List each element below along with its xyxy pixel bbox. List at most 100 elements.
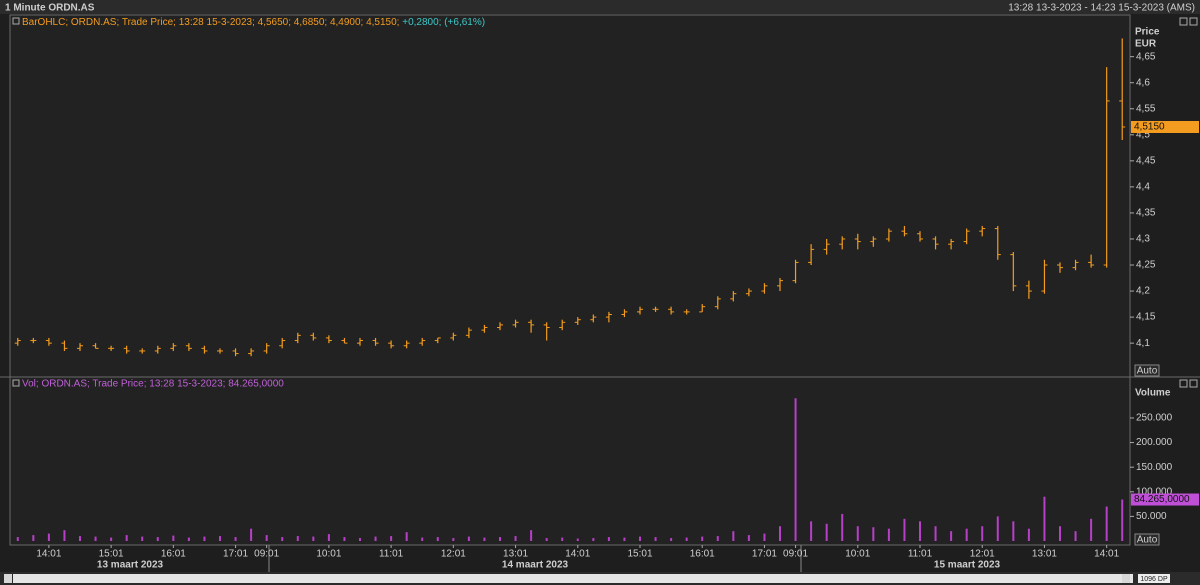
scroll-left[interactable] — [4, 574, 12, 583]
price-legend: BarOHLC; ORDN.AS; Trade Price; 13:28 15-… — [22, 17, 485, 28]
y-tick-label: 4,6 — [1136, 77, 1150, 88]
y-tick-label: 4,5 — [1136, 129, 1150, 140]
y-tick-label: 4,45 — [1136, 155, 1156, 166]
y-tick-label: 4,55 — [1136, 103, 1156, 114]
x-tick-label: 09:01 — [783, 549, 808, 560]
last-value-tag — [1131, 493, 1199, 506]
volume-bar — [421, 537, 424, 541]
volume-bar — [887, 528, 890, 541]
date-label: 14 maart 2023 — [502, 560, 569, 571]
y-tick-label: 4,1 — [1136, 338, 1150, 349]
volume-bar — [265, 535, 268, 541]
volume-bar — [452, 538, 455, 541]
auto-scale-label[interactable]: Auto — [1137, 535, 1158, 546]
volume-bar — [250, 528, 253, 541]
volume-bar — [685, 537, 688, 541]
price-panel — [9, 14, 1131, 378]
volume-bar — [576, 538, 579, 541]
volume-bar — [1074, 531, 1077, 541]
maximize-button[interactable] — [1179, 17, 1188, 26]
price-axis-unit: EUR — [1135, 39, 1157, 50]
volume-bar — [1043, 496, 1046, 541]
maximize-button[interactable] — [1179, 379, 1188, 388]
x-tick-label: 17:01 — [223, 549, 248, 560]
volume-panel — [9, 376, 1131, 546]
zoom-box[interactable] — [1138, 574, 1170, 583]
volume-bar — [156, 537, 159, 541]
volume-bar — [63, 530, 66, 541]
volume-bar — [934, 526, 937, 541]
volume-bar — [779, 526, 781, 541]
volume-bar — [763, 533, 766, 541]
auto-scale-button[interactable] — [1134, 364, 1160, 377]
x-tick-label: 09:01 — [254, 549, 279, 560]
date-label: 13 maart 2023 — [97, 560, 164, 571]
volume-bar — [219, 536, 221, 541]
volume-legend: Vol; ORDN.AS; Trade Price; 13:28 15-3-20… — [22, 379, 284, 390]
volume-bar — [1105, 506, 1108, 541]
y-tick-label: 150.000 — [1136, 462, 1173, 473]
volume-bar — [732, 531, 735, 541]
volume-bar — [1059, 526, 1061, 541]
volume-bar — [141, 536, 144, 541]
x-tick-label: 10:01 — [845, 549, 870, 560]
y-tick-label: 4,35 — [1136, 208, 1156, 219]
volume-bar — [1121, 499, 1124, 541]
price-axis-title: Price — [1135, 27, 1160, 38]
volume-bar — [390, 536, 393, 541]
zoom-label[interactable]: 1096 DP — [1140, 576, 1168, 583]
time-range: 13:28 13-3-2023 - 14:23 15-3-2023 (AMS) — [1008, 3, 1195, 14]
y-tick-label: 4,3 — [1136, 234, 1150, 245]
volume-bar — [701, 536, 704, 541]
volume-bar — [32, 535, 35, 541]
last-value-tag — [1131, 120, 1199, 133]
scrollbar[interactable] — [13, 574, 1133, 583]
auto-scale-label[interactable]: Auto — [1137, 366, 1158, 377]
volume-bar — [343, 537, 346, 541]
volume-bar — [110, 537, 113, 541]
x-tick-label: 15:01 — [99, 549, 124, 560]
volume-bar — [187, 537, 190, 541]
volume-bar — [530, 530, 533, 541]
panel-icon[interactable] — [12, 379, 20, 387]
volume-bar — [483, 537, 486, 541]
volume-bar — [716, 536, 719, 541]
x-tick-label: 10:01 — [316, 549, 341, 560]
volume-bar — [607, 537, 610, 541]
close-button[interactable] — [1189, 17, 1198, 26]
y-tick-label: 4,2 — [1136, 286, 1150, 297]
y-tick-label: 200.000 — [1136, 437, 1173, 448]
volume-bar — [965, 528, 968, 541]
scroll-right[interactable] — [1122, 574, 1130, 583]
y-tick-label: 250.000 — [1136, 413, 1173, 424]
x-tick-label: 11:01 — [908, 549, 933, 560]
y-tick-label: 4,65 — [1136, 51, 1156, 62]
panel-icon[interactable] — [12, 17, 20, 25]
volume-bar — [79, 536, 81, 541]
close-button[interactable] — [1189, 379, 1198, 388]
volume-bar — [312, 536, 315, 541]
volume-bar — [327, 534, 330, 541]
volume-bar — [374, 536, 377, 541]
volume-bar — [670, 538, 673, 541]
volume-bar — [841, 513, 844, 541]
x-tick-label: 17:01 — [752, 549, 777, 560]
y-tick-label: 4,4 — [1136, 182, 1150, 193]
volume-bar — [1027, 528, 1030, 541]
volume-bar — [16, 537, 19, 541]
x-tick-label: 12:01 — [441, 549, 466, 560]
volume-bar — [499, 537, 501, 541]
volume-bar — [996, 516, 999, 541]
title-bar — [0, 0, 1200, 14]
x-tick-label: 12:01 — [970, 549, 995, 560]
date-label: 15 maart 2023 — [934, 560, 1001, 571]
volume-bar — [1090, 518, 1093, 541]
y-tick-label: 100.000 — [1136, 486, 1173, 497]
volume-bar — [654, 537, 657, 541]
volume-bar — [436, 537, 439, 541]
volume-bar — [623, 537, 626, 541]
volume-bar — [919, 521, 921, 541]
auto-scale-button[interactable] — [1134, 533, 1160, 546]
volume-bar — [856, 526, 859, 541]
